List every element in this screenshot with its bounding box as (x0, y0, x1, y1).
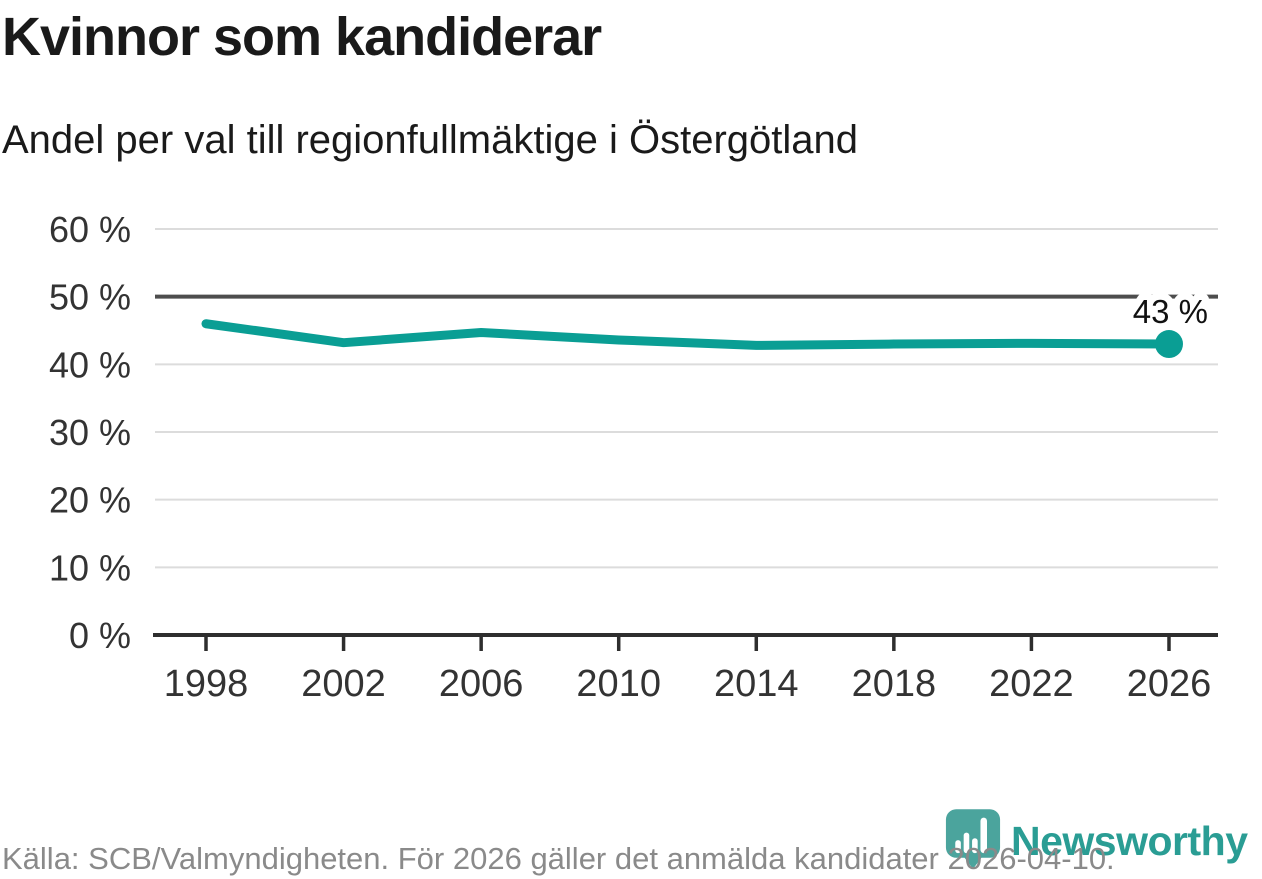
y-axis-tick-label: 0 % (69, 615, 131, 656)
newsworthy-wordmark: Newsworthy (1011, 818, 1248, 864)
y-axis-tick-label: 10 % (49, 547, 131, 588)
x-axis-tick-label: 2014 (714, 663, 799, 705)
source-note: Källa: SCB/Valmyndigheten. För 2026 gäll… (2, 841, 1115, 876)
y-axis-tick-label: 20 % (49, 480, 131, 521)
x-axis-tick-label: 2018 (852, 663, 937, 705)
y-axis-tick-label: 60 % (49, 209, 131, 250)
end-value-label: 43 % (1133, 293, 1208, 330)
chart-subtitle: Andel per val till regionfullmäktige i Ö… (2, 118, 858, 162)
newsworthy-pin-icon (945, 809, 1001, 869)
data-point-2026 (1154, 330, 1183, 359)
x-axis-tick-label: 2026 (1127, 663, 1212, 705)
x-axis-tick-label: 2002 (301, 663, 386, 705)
y-axis-tick-label: 30 % (49, 412, 131, 453)
chart-title: Kvinnor som kandiderar (2, 7, 602, 67)
x-axis-tick-label: 2010 (576, 663, 661, 705)
x-axis-tick-label: 1998 (164, 663, 249, 705)
newsworthy-logo: Newsworthy (945, 808, 1248, 874)
y-axis-tick-label: 50 % (49, 277, 131, 318)
data-line (201, 319, 1174, 350)
x-axis-tick-label: 2006 (439, 663, 524, 705)
y-axis-tick-label: 40 % (49, 344, 131, 385)
x-axis-tick-label: 2022 (989, 663, 1074, 705)
